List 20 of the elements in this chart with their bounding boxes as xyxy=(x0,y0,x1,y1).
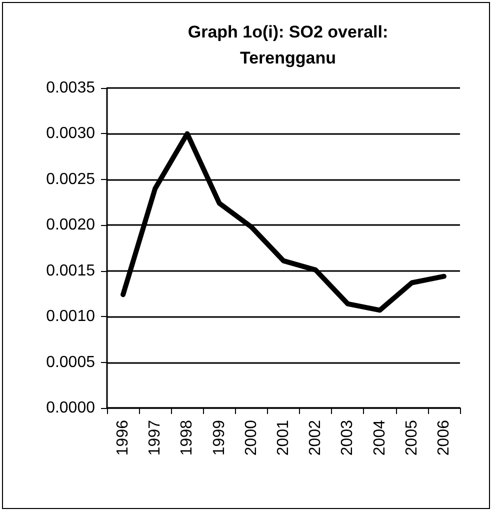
y-tick-label: 0.0005 xyxy=(46,354,96,371)
y-tick-label: 0.0010 xyxy=(46,308,96,326)
x-tick-label: 1999 xyxy=(210,420,228,456)
x-tick-label: 2006 xyxy=(435,420,452,456)
y-tick-label: 0.0015 xyxy=(46,262,96,280)
x-tick-label: 2005 xyxy=(403,420,420,456)
chart-title: Graph 1o(i): SO2 overall: Terengganu xyxy=(188,22,388,68)
x-tick-label: 2000 xyxy=(242,420,260,456)
x-tick-label: 1996 xyxy=(114,420,132,456)
y-tick-label: 0.0035 xyxy=(46,80,96,96)
x-tick-label: 2002 xyxy=(307,420,324,456)
y-tick-label: 0.0025 xyxy=(46,170,96,188)
x-tick-label: 2004 xyxy=(371,420,388,456)
x-tick-label: 1997 xyxy=(146,420,164,456)
y-tick-label: 0.0000 xyxy=(46,400,96,416)
y-tick-label: 0.0030 xyxy=(46,125,96,142)
y-tick-label: 0.0020 xyxy=(46,216,96,234)
x-tick-label: 2001 xyxy=(275,420,292,456)
x-tick-label: 2003 xyxy=(339,420,356,456)
x-tick-label: 1998 xyxy=(178,420,196,456)
